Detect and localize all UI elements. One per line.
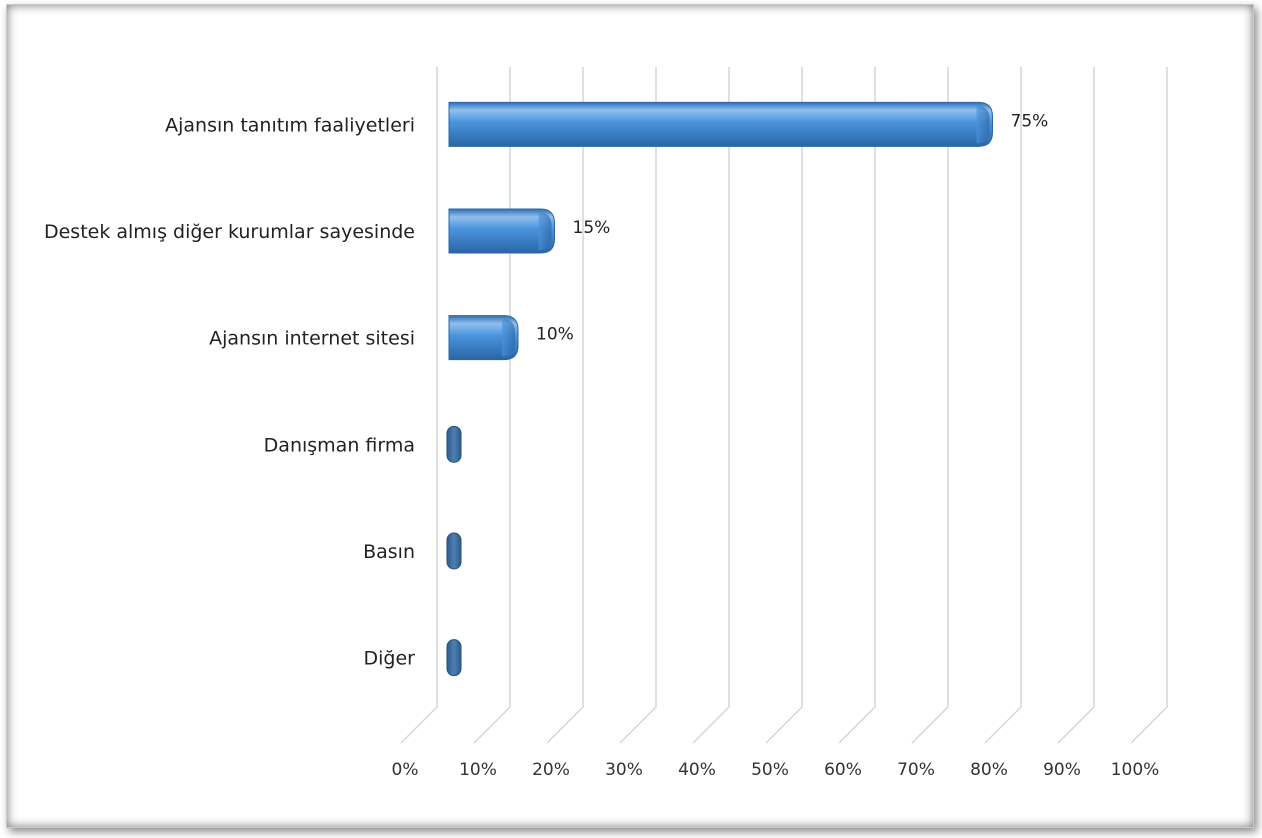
bar <box>446 425 462 463</box>
x-tick-label: 90% <box>1043 760 1081 780</box>
bar-cap <box>538 212 552 250</box>
x-tick-label: 70% <box>897 760 935 780</box>
gridline <box>838 67 876 744</box>
gridline <box>619 67 657 744</box>
x-tick-label: 60% <box>824 760 862 780</box>
bar <box>448 208 555 254</box>
gridline <box>1130 67 1168 744</box>
x-tick-label: 0% <box>392 760 419 780</box>
gridline <box>546 67 584 744</box>
gridline <box>473 67 511 744</box>
x-tick-label: 20% <box>532 760 570 780</box>
chart-frame: 0% 10% 20% 30% 40% 50% 60% 70% 80% 90% 100% Ajansın… <box>6 4 1254 828</box>
bar <box>448 315 519 361</box>
x-tick-label: 30% <box>605 760 643 780</box>
bar <box>446 639 462 677</box>
gridline <box>400 67 438 744</box>
gridline <box>984 67 1022 744</box>
x-tick-label: 50% <box>751 760 789 780</box>
bar-cap <box>502 318 515 357</box>
gridline <box>1057 67 1095 744</box>
category-label: Danışman firma <box>264 434 415 456</box>
category-label: Ajansın internet sitesi <box>209 328 415 350</box>
category-label: Diğer <box>364 648 416 670</box>
gridline <box>692 67 730 744</box>
category-label: Destek almış diğer kurumlar sayesinde <box>44 221 415 243</box>
x-tick-label: 40% <box>678 760 716 780</box>
x-tick-label: 80% <box>970 760 1008 780</box>
category-label: Ajansın tanıtım faaliyetleri <box>165 114 415 136</box>
category-label: Basın <box>363 541 415 563</box>
bar-chart: 0% 10% 20% 30% 40% 50% 60% 70% 80% 90% 100% Ajansın… <box>44 67 1168 780</box>
bar-cap <box>976 105 990 144</box>
data-label: 75% <box>1011 111 1049 131</box>
bar <box>448 101 993 147</box>
gridlines <box>400 67 1168 744</box>
bars <box>446 101 993 677</box>
data-label: 10% <box>536 325 574 345</box>
gridline <box>765 67 803 744</box>
gridline <box>911 67 949 744</box>
x-tick-label: 100% <box>1111 760 1160 780</box>
x-tick-label: 10% <box>459 760 497 780</box>
bar <box>446 532 462 570</box>
labels: 0% 10% 20% 30% 40% 50% 60% 70% 80% 90% 100% Ajansın… <box>44 111 1159 780</box>
data-label: 15% <box>573 218 611 238</box>
